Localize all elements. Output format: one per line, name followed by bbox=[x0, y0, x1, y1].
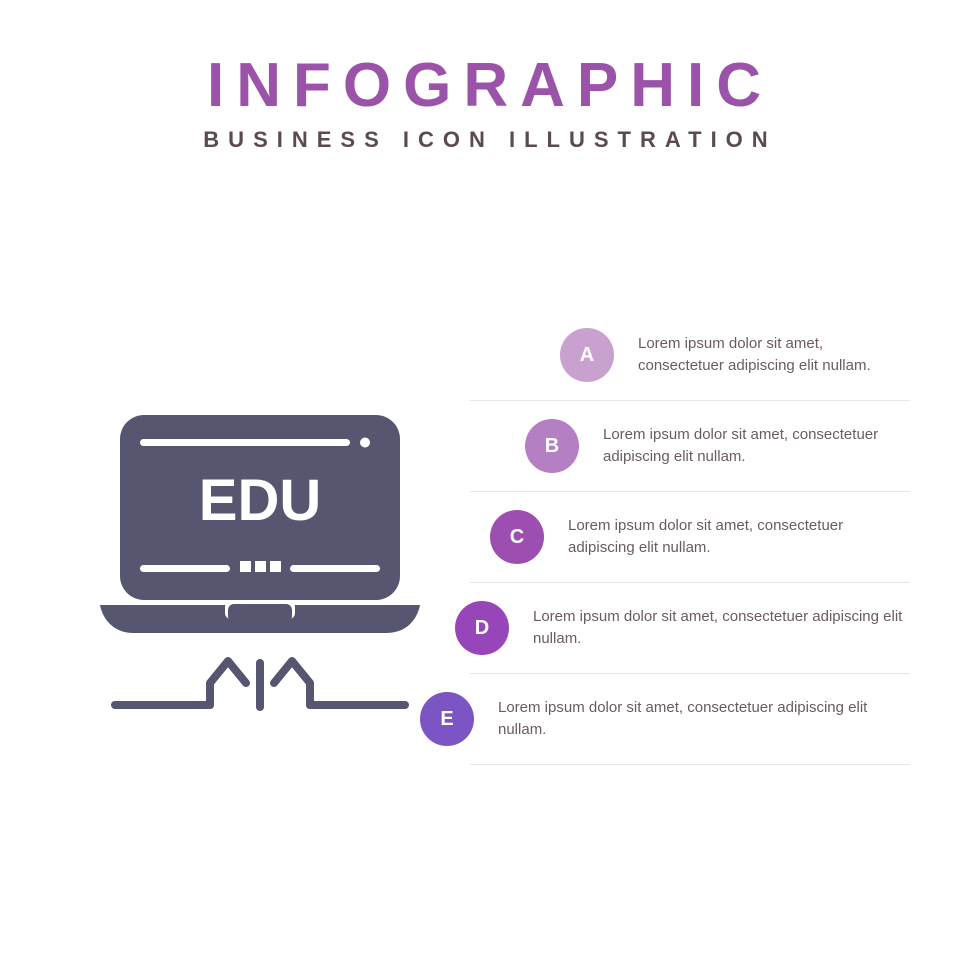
list-item: C Lorem ipsum dolor sit amet, consectetu… bbox=[470, 492, 910, 583]
header: INFOGRAPHIC BUSINESS ICON ILLUSTRATION bbox=[0, 0, 980, 153]
list-item-text: Lorem ipsum dolor sit amet, consectetuer… bbox=[603, 424, 910, 468]
list-item: D Lorem ipsum dolor sit amet, consectetu… bbox=[470, 583, 910, 674]
list-item-text: Lorem ipsum dolor sit amet, consectetuer… bbox=[638, 333, 910, 377]
list-item-text: Lorem ipsum dolor sit amet, consectetuer… bbox=[498, 697, 910, 741]
bullet-e: E bbox=[420, 692, 474, 746]
infographic-list: A Lorem ipsum dolor sit amet, consectetu… bbox=[470, 310, 910, 765]
bullet-b: B bbox=[525, 419, 579, 473]
laptop-edu-icon: EDU bbox=[95, 405, 425, 735]
page-subtitle: BUSINESS ICON ILLUSTRATION bbox=[0, 127, 980, 153]
bullet-d: D bbox=[455, 601, 509, 655]
list-item-text: Lorem ipsum dolor sit amet, consectetuer… bbox=[568, 515, 910, 559]
list-item: A Lorem ipsum dolor sit amet, consectetu… bbox=[470, 310, 910, 401]
list-item: E Lorem ipsum dolor sit amet, consectetu… bbox=[470, 674, 910, 765]
list-item-text: Lorem ipsum dolor sit amet, consectetuer… bbox=[533, 606, 910, 650]
bullet-c: C bbox=[490, 510, 544, 564]
page-title: INFOGRAPHIC bbox=[0, 50, 980, 121]
bullet-a: A bbox=[560, 328, 614, 382]
list-item: B Lorem ipsum dolor sit amet, consectetu… bbox=[470, 401, 910, 492]
edu-label: EDU bbox=[199, 468, 321, 533]
